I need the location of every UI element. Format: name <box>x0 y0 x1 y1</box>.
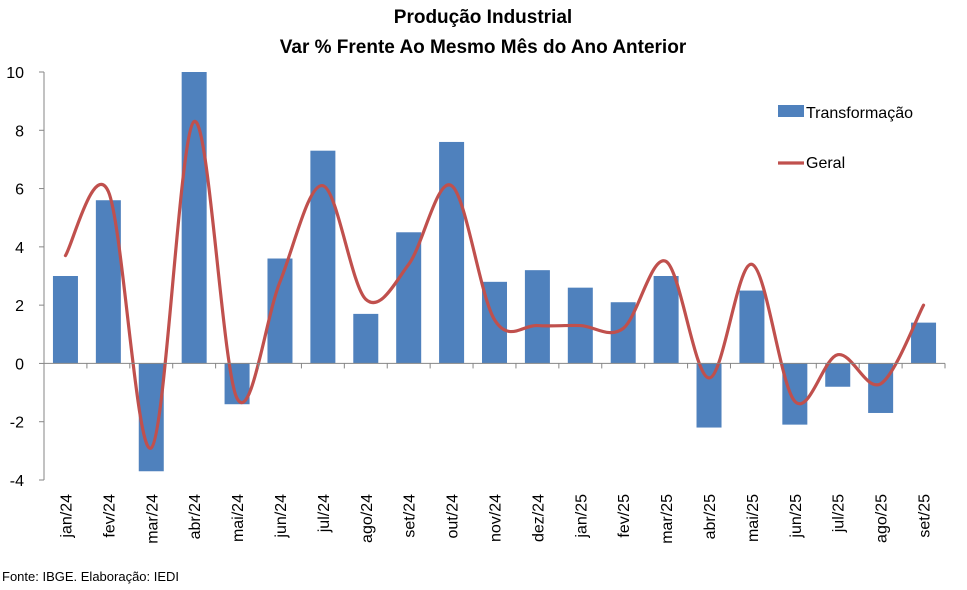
legend-label-geral: Geral <box>806 155 845 172</box>
legend: Transformação Geral <box>778 105 913 172</box>
bar <box>696 363 722 428</box>
bar <box>396 232 422 364</box>
x-tick-label: abr/24 <box>187 494 204 539</box>
x-tick-label: mai/24 <box>230 494 247 542</box>
bar <box>739 290 765 364</box>
legend-swatch-transformacao <box>778 105 804 117</box>
bar <box>524 270 550 364</box>
x-tick-label: fev/24 <box>101 494 118 538</box>
bar-series <box>52 72 937 472</box>
bar <box>310 150 336 364</box>
source-note: Fonte: IBGE. Elaboração: IEDI <box>2 569 180 584</box>
y-tick-label: 10 <box>6 65 24 82</box>
x-tick-label: mar/24 <box>144 494 161 544</box>
x-tick-label: mar/25 <box>659 494 676 544</box>
line-series-geral <box>63 119 926 450</box>
bar <box>782 363 808 425</box>
x-tick-label: ago/24 <box>359 494 376 543</box>
x-tick-label: jul/25 <box>831 494 848 533</box>
x-tick-label: jun/25 <box>788 494 805 539</box>
y-tick-label: 0 <box>15 356 24 373</box>
y-axis: 10 8 6 4 2 0 -2 -4 <box>6 65 45 490</box>
x-tick-label: abr/25 <box>702 494 719 539</box>
y-tick-label: 4 <box>15 240 24 257</box>
bar <box>439 141 465 364</box>
y-tick-label: 8 <box>15 123 24 140</box>
x-tick-label: jan/24 <box>58 494 75 539</box>
x-tick-label: out/24 <box>445 494 462 539</box>
x-tick-label: set/25 <box>917 494 934 538</box>
bar <box>825 363 851 387</box>
x-tick-label: dez/24 <box>530 494 547 542</box>
bar <box>868 363 894 413</box>
x-tick-label: jul/24 <box>316 494 333 533</box>
y-tick-label: -4 <box>10 473 24 490</box>
x-tick-label: jan/25 <box>573 494 590 539</box>
chart-subtitle: Var % Frente Ao Mesmo Mês do Ano Anterio… <box>280 37 687 58</box>
y-tick-label: -2 <box>10 415 24 432</box>
x-tick-label: fev/25 <box>616 494 633 538</box>
bar <box>52 276 78 364</box>
y-tick-label: 6 <box>15 182 24 199</box>
bar <box>353 313 379 364</box>
bar <box>653 276 679 364</box>
x-tick-label: mai/25 <box>745 494 762 542</box>
x-tick-label: set/24 <box>402 494 419 538</box>
bar <box>181 72 207 364</box>
y-tick-label: 2 <box>15 298 24 315</box>
legend-label-transformacao: Transformação <box>806 105 913 122</box>
x-tick-label: ago/25 <box>874 494 891 543</box>
x-axis: jan/24 fev/24 mar/24 abr/24 mai/24 jun/24 jul/… <box>43 363 946 544</box>
chart-title: Produção Industrial <box>394 7 572 28</box>
bar <box>911 322 937 364</box>
x-tick-label: nov/24 <box>488 494 505 542</box>
x-tick-label: jun/24 <box>273 494 290 539</box>
